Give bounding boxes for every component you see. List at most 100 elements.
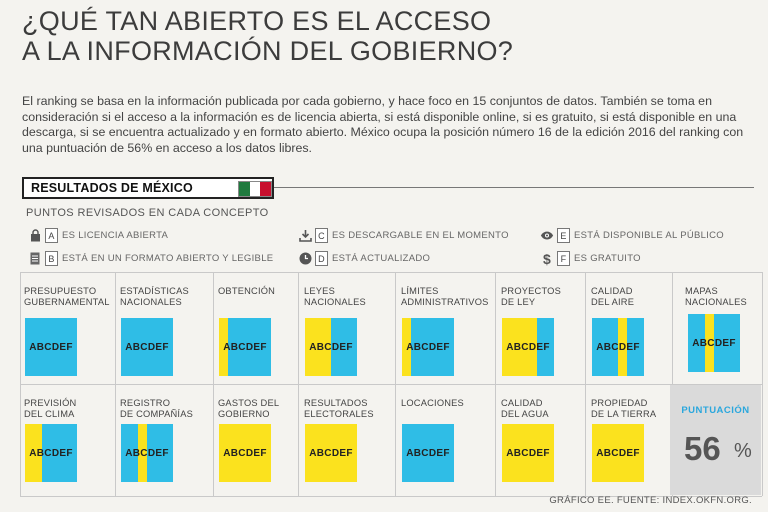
score-bands (219, 424, 271, 482)
score-bands (25, 424, 78, 482)
score-letters: ABCDEF (29, 341, 73, 353)
grid-divider (395, 384, 396, 496)
page-title: ¿QUÉ TAN ABIERTO ES EL ACCESO A LA INFOR… (22, 6, 513, 66)
score-band (688, 314, 697, 372)
score-band (536, 318, 546, 376)
score-letters: ABCDEF (223, 341, 267, 353)
score-band (592, 424, 644, 482)
score-band (219, 318, 228, 376)
score-band (696, 314, 706, 372)
score-bands (402, 318, 455, 376)
category-label: LEYES NACIONALES (304, 286, 366, 307)
category-score-square: ABCDEF (502, 318, 555, 376)
title-line-2: A LA INFORMACIÓN DEL GOBIERNO? (22, 36, 514, 66)
score-band (68, 424, 78, 482)
score-band (236, 318, 246, 376)
legend-item-a: A ES LICENCIA ABIERTA (28, 228, 168, 243)
results-label: RESULTADOS DE MÉXICO (31, 181, 193, 195)
score-bands (592, 424, 644, 482)
grid-divider (585, 384, 586, 496)
score-band (253, 318, 263, 376)
score-band (25, 424, 34, 482)
score-band (618, 318, 627, 376)
legend-letter: C (315, 228, 328, 243)
legend-text: ESTÁ EN UN FORMATO ABIERTO Y LEGIBLE (62, 253, 274, 264)
eye-icon (540, 229, 554, 243)
score-letters: ABCDEF (125, 341, 169, 353)
score-band (164, 424, 174, 482)
legend-letter: E (557, 228, 570, 243)
legend-letter: B (45, 251, 58, 266)
results-header-box: RESULTADOS DE MÉXICO (22, 177, 274, 199)
score-band (219, 424, 271, 482)
legend-text: ES GRATUITO (574, 253, 641, 264)
puntuacion-label: PUNTUACIÓN (681, 405, 750, 416)
score-bands (502, 424, 554, 482)
score-band (626, 318, 636, 376)
category-label: ESTADÍSTICAS NACIONALES (120, 286, 189, 307)
score-letters: ABCDEF (596, 341, 640, 353)
grid-divider (20, 384, 762, 385)
category-score-square: ABCDEF (25, 424, 78, 482)
score-band (428, 318, 437, 376)
puntuacion-value: 56 (684, 430, 721, 467)
category-score-square: ABCDEF (121, 318, 173, 376)
puntuacion-box: PUNTUACIÓN 56 % (670, 385, 761, 495)
score-band (714, 314, 723, 372)
legend-item-b: B ESTÁ EN UN FORMATO ABIERTO Y LEGIBLE (28, 251, 273, 266)
score-band (25, 318, 77, 376)
grid-divider (762, 272, 763, 384)
score-band (155, 424, 165, 482)
score-band (331, 318, 340, 376)
category-label: REGISTRO DE COMPAÑÍAS (120, 398, 193, 419)
grid-divider (20, 272, 21, 384)
legend-letter: D (315, 251, 328, 266)
score-band (519, 318, 529, 376)
flag-stripe-red (260, 182, 272, 196)
grid-divider (115, 272, 116, 384)
score-letters: ABCDEF (406, 341, 450, 353)
grid-divider (213, 384, 214, 496)
score-letters: ABCDEF (125, 447, 169, 459)
puntuacion-unit: % (734, 440, 752, 462)
score-band (419, 318, 429, 376)
legend-item-d: D ESTÁ ACTUALIZADO (298, 251, 430, 266)
dollar-icon: $ (542, 250, 552, 267)
score-band (445, 318, 455, 376)
intro-paragraph: El ranking se basa en la información pub… (22, 94, 744, 155)
grid-divider (672, 272, 673, 384)
clock-icon (298, 252, 312, 266)
category-label: LÍMITES ADMINISTRATIVOS (401, 286, 489, 307)
score-band (121, 318, 173, 376)
score-band (545, 318, 555, 376)
score-band (51, 424, 60, 482)
score-band (510, 318, 520, 376)
category-score-square: ABCDEF (305, 318, 358, 376)
grid-divider (495, 272, 496, 384)
grid-divider (213, 272, 214, 384)
score-letters: ABCDEF (309, 341, 353, 353)
source-footer: GRÁFICO EE. FUENTE: INDEX.OKFN.ORG. (549, 495, 752, 506)
grid-divider (585, 272, 586, 384)
category-label: PROYECTOS DE LEY (501, 286, 562, 307)
category-score-square: ABCDEF (502, 424, 554, 482)
category-score-square: ABCDEF (219, 318, 272, 376)
score-band (436, 318, 446, 376)
score-bands (121, 318, 173, 376)
results-divider (274, 187, 754, 188)
category-label: PROPIEDAD DE LA TIERRA (591, 398, 657, 419)
score-band (731, 314, 741, 372)
category-label: OBTENCIÓN (218, 286, 276, 296)
legend-text: ES LICENCIA ABIERTA (62, 230, 169, 241)
score-band (528, 318, 537, 376)
category-score-square: ABCDEF (402, 318, 455, 376)
score-band (402, 424, 454, 482)
category-label: GASTOS DEL GOBIERNO (218, 398, 280, 419)
grid-divider (20, 272, 762, 273)
score-letters: ABCDEF (406, 447, 450, 459)
title-line-1: ¿QUÉ TAN ABIERTO ES EL ACCESO (22, 6, 492, 36)
legend-text: ES DESCARGABLE EN EL MOMENTO (332, 230, 509, 241)
score-band (262, 318, 272, 376)
category-label: MAPAS NACIONALES (685, 286, 747, 307)
grid-divider (298, 384, 299, 496)
